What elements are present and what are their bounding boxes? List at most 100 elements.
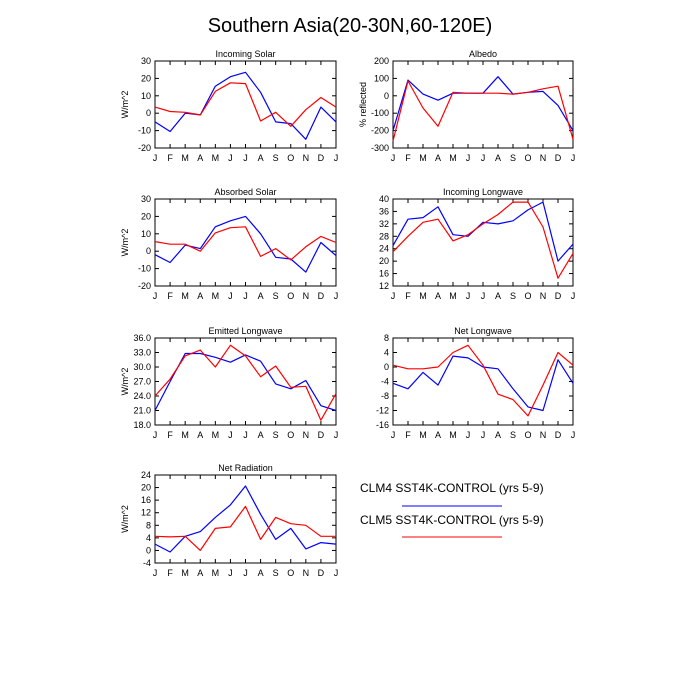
x-tick-label: S xyxy=(273,568,279,578)
series-line-clm4 xyxy=(392,201,574,262)
x-tick-label: O xyxy=(287,291,294,301)
x-tick-label: J xyxy=(571,291,576,301)
x-tick-label: S xyxy=(510,153,516,163)
x-tick-label: M xyxy=(181,153,189,163)
y-tick-label: -200 xyxy=(371,126,389,136)
x-tick-label: A xyxy=(435,430,441,440)
x-tick-label: J xyxy=(243,291,248,301)
series-line-clm4 xyxy=(154,485,337,553)
x-tick-label: J xyxy=(391,153,396,163)
series-line-clm5 xyxy=(154,344,337,421)
x-tick-label: O xyxy=(287,568,294,578)
y-tick-label: 40 xyxy=(379,194,389,204)
x-tick-label: M xyxy=(181,291,189,301)
panel-title: Incoming Longwave xyxy=(443,187,523,197)
y-tick-label: 27.0 xyxy=(133,377,151,387)
x-tick-label: O xyxy=(287,430,294,440)
x-tick-label: J xyxy=(334,430,339,440)
legend-label-clm5: CLM5 SST4K-CONTROL (yrs 5-9) xyxy=(360,513,544,527)
x-tick-label: N xyxy=(303,568,310,578)
y-tick-label: 8 xyxy=(384,333,389,343)
plot-frame xyxy=(154,474,337,564)
y-tick-label: 30 xyxy=(141,194,151,204)
y-tick-label: 20 xyxy=(141,211,151,221)
y-tick-label: 36 xyxy=(379,206,389,216)
series-line-clm5 xyxy=(392,201,574,279)
panel-emitted-longwave: Emitted Longwave 18.0 21.0 24.0 27.0 30.0 33.0… xyxy=(120,326,338,440)
y-tick-label: 33.0 xyxy=(133,348,151,358)
x-tick-label: J xyxy=(153,568,158,578)
x-tick-label: N xyxy=(303,291,310,301)
x-tick-label: F xyxy=(167,568,173,578)
x-tick-label: M xyxy=(449,291,457,301)
y-tick-label: 28 xyxy=(379,231,389,241)
y-tick-label: 8 xyxy=(146,520,151,530)
x-tick-label: M xyxy=(419,430,427,440)
x-tick-label: A xyxy=(197,430,203,440)
y-tick-label: 30.0 xyxy=(133,362,151,372)
panel-title: Incoming Solar xyxy=(215,49,275,59)
y-tick-label: -16 xyxy=(376,420,389,430)
y-axis-label: W/m^2 xyxy=(120,505,130,533)
y-tick-label: 200 xyxy=(374,56,389,66)
x-tick-label: J xyxy=(391,291,396,301)
plot-frame xyxy=(154,337,337,426)
y-tick-label: -300 xyxy=(371,143,389,153)
x-tick-label: M xyxy=(212,568,220,578)
x-tick-label: A xyxy=(197,153,203,163)
x-tick-label: J xyxy=(243,568,248,578)
y-tick-label: 20 xyxy=(379,256,389,266)
x-tick-label: J xyxy=(391,430,396,440)
panel-title: Net Radiation xyxy=(218,463,273,473)
y-axis-label: W/m^2 xyxy=(120,368,130,396)
y-tick-label: -4 xyxy=(143,558,151,568)
y-tick-label: 0 xyxy=(384,362,389,372)
x-tick-label: A xyxy=(197,568,203,578)
panel-title: Emitted Longwave xyxy=(208,326,282,336)
x-tick-label: J xyxy=(481,153,486,163)
x-tick-label: J xyxy=(481,291,486,301)
x-tick-label: D xyxy=(318,430,325,440)
x-tick-label: M xyxy=(419,153,427,163)
x-tick-label: J xyxy=(153,430,158,440)
x-tick-label: J xyxy=(334,153,339,163)
x-tick-label: O xyxy=(287,153,294,163)
series-line-clm5 xyxy=(154,82,337,127)
x-tick-label: S xyxy=(273,291,279,301)
x-tick-label: F xyxy=(167,153,173,163)
y-tick-label: 10 xyxy=(141,91,151,101)
x-tick-label: F xyxy=(405,430,411,440)
x-tick-label: J xyxy=(466,153,471,163)
x-tick-label: A xyxy=(258,153,264,163)
y-tick-label: 0 xyxy=(146,108,151,118)
legend-label-clm4: CLM4 SST4K-CONTROL (yrs 5-9) xyxy=(360,481,544,495)
x-tick-label: A xyxy=(258,291,264,301)
y-tick-label: 10 xyxy=(141,229,151,239)
y-tick-label: 21.0 xyxy=(133,406,151,416)
series-line-clm5 xyxy=(392,80,574,142)
y-tick-label: 0 xyxy=(384,91,389,101)
y-tick-label: 16 xyxy=(141,495,151,505)
x-tick-label: M xyxy=(449,430,457,440)
x-tick-label: S xyxy=(510,291,516,301)
x-tick-label: F xyxy=(167,291,173,301)
x-tick-label: A xyxy=(258,568,264,578)
x-tick-label: J xyxy=(243,430,248,440)
x-tick-label: D xyxy=(318,291,325,301)
x-tick-label: M xyxy=(181,568,189,578)
figure-title: Southern Asia(20-30N,60-120E) xyxy=(208,15,493,37)
series-line-clm5 xyxy=(154,226,337,261)
x-tick-label: J xyxy=(228,291,233,301)
series-line-clm4 xyxy=(392,355,574,412)
x-tick-label: M xyxy=(419,291,427,301)
x-tick-label: S xyxy=(510,430,516,440)
legend: CLM4 SST4K-CONTROL (yrs 5-9) CLM5 SST4K-… xyxy=(360,481,544,538)
series-line-clm4 xyxy=(154,352,337,412)
x-tick-label: A xyxy=(435,291,441,301)
panel-title: Absorbed Solar xyxy=(214,187,276,197)
x-tick-label: J xyxy=(153,153,158,163)
